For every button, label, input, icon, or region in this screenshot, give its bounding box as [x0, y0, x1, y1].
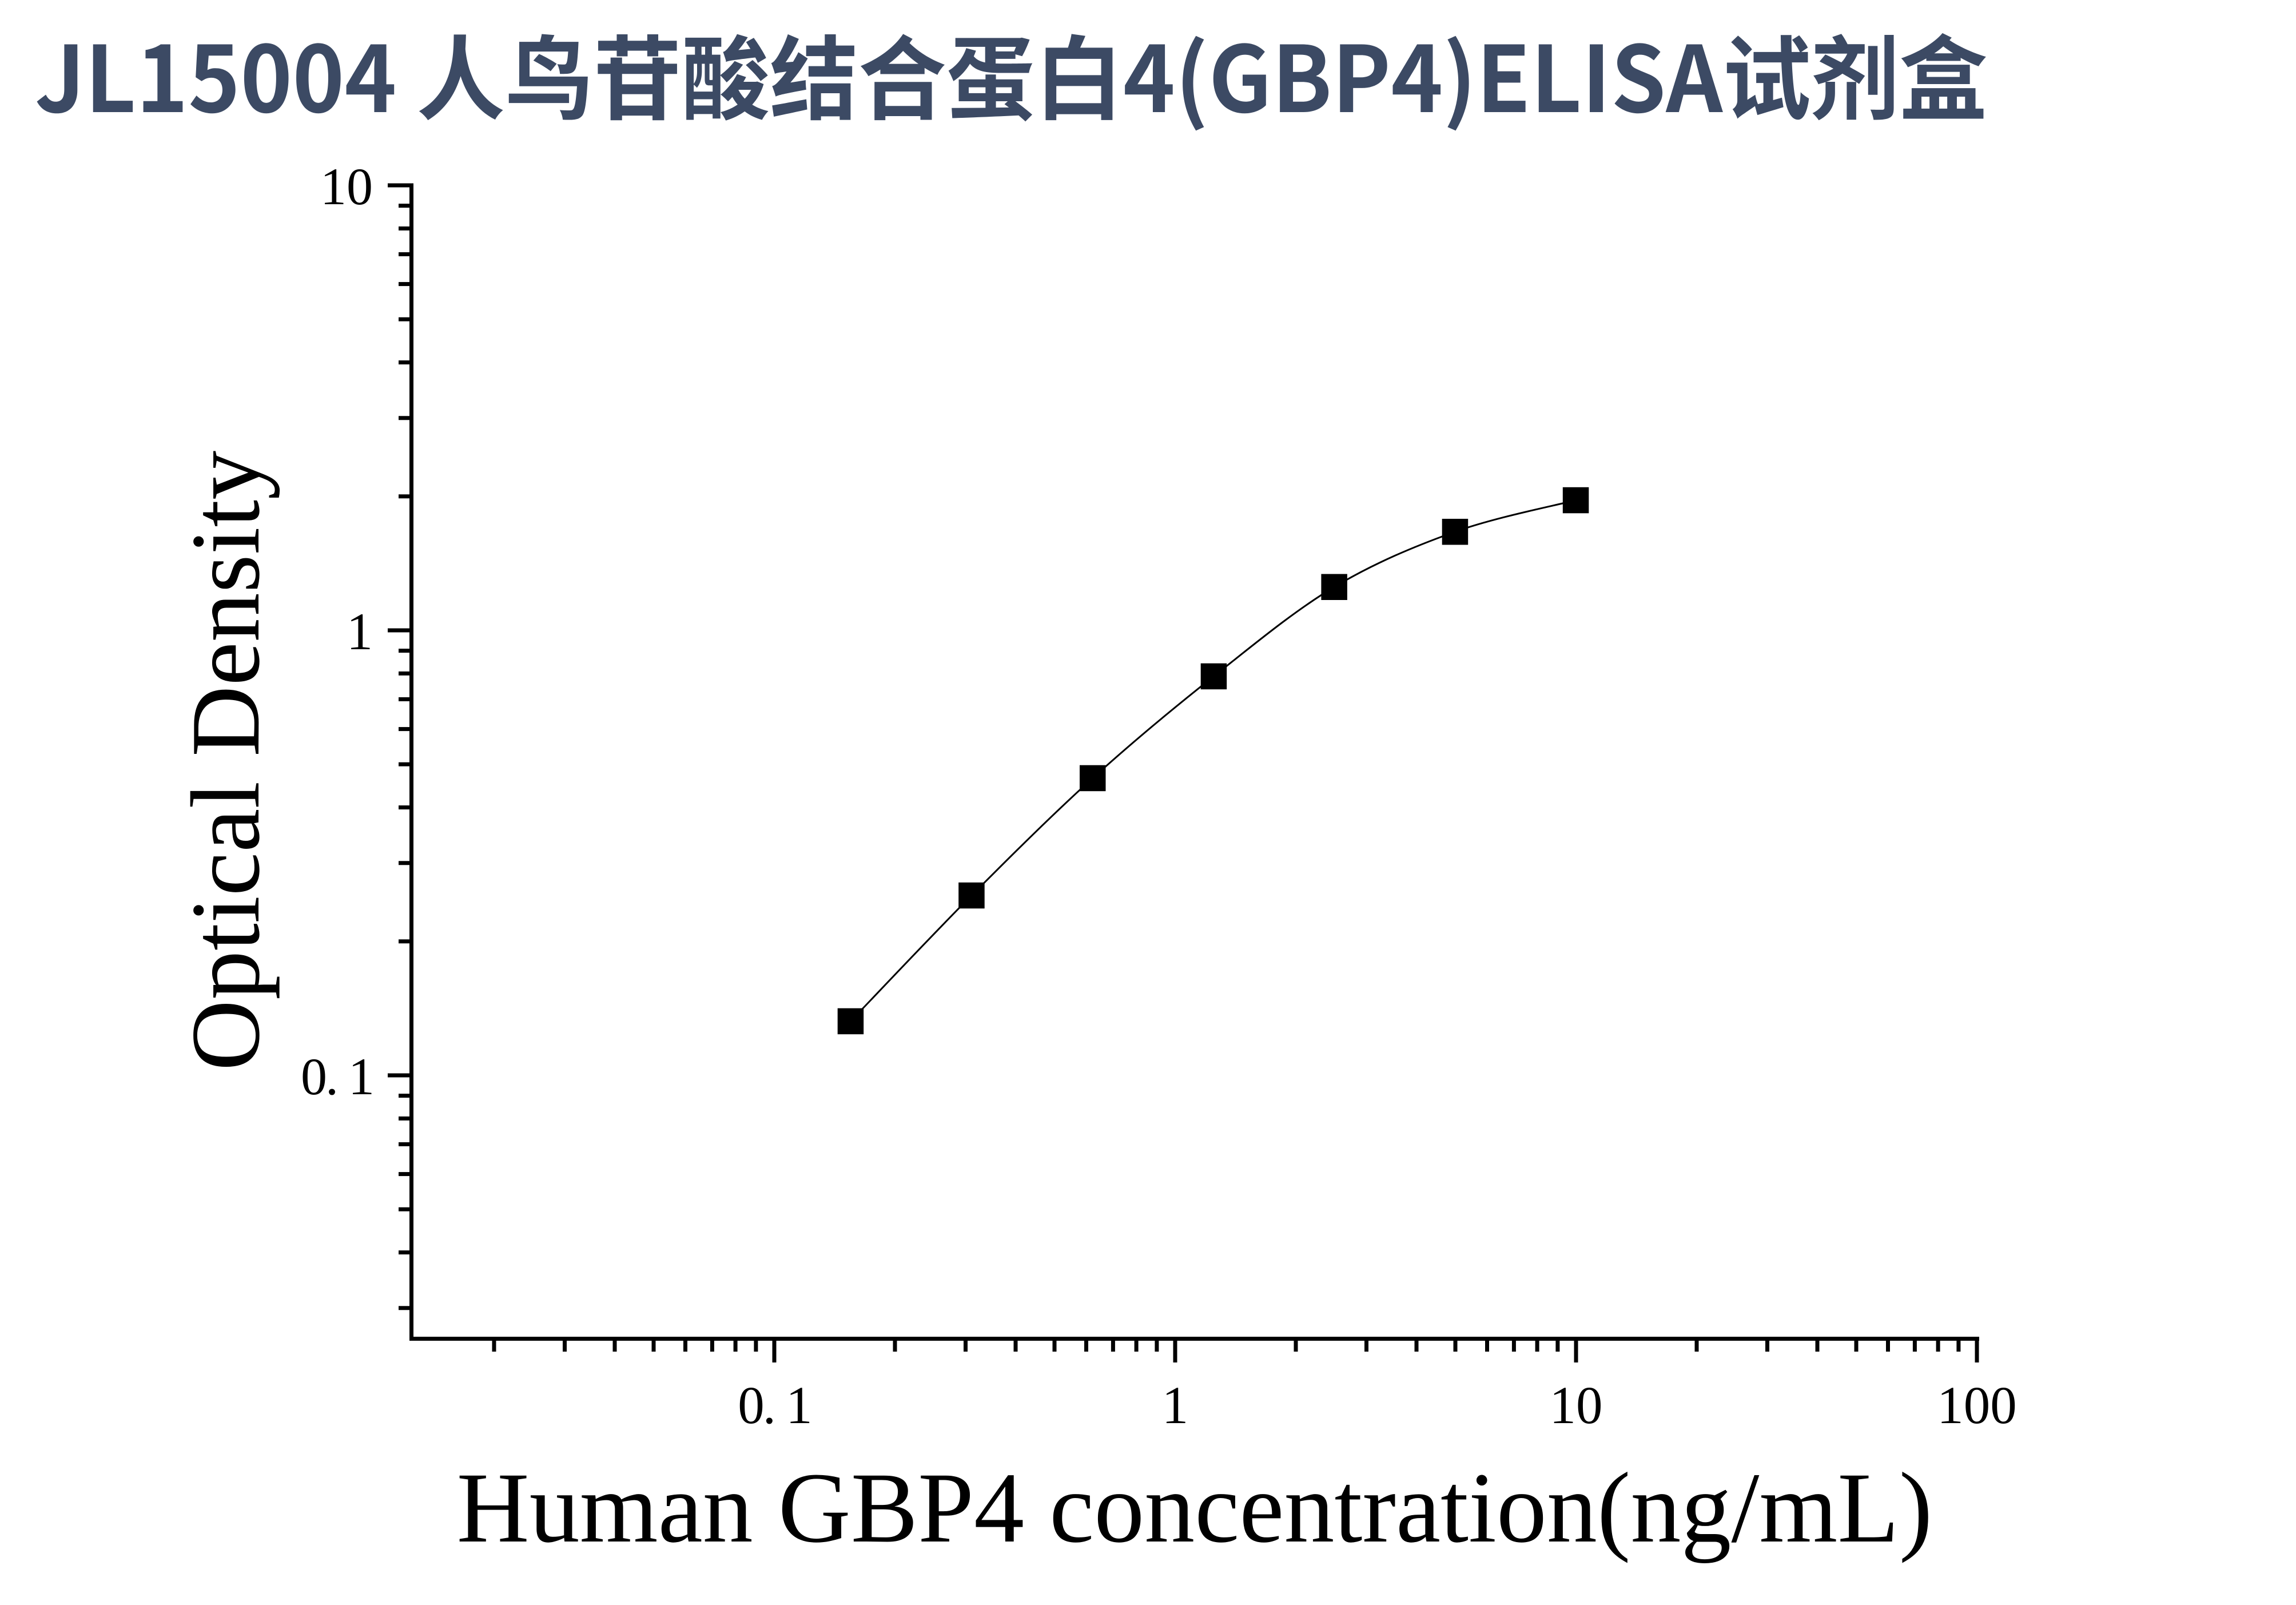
svg-text:Optical Density: Optical Density [172, 451, 280, 1071]
svg-text:10: 10 [1550, 1376, 1603, 1435]
svg-text:Human GBP4 concentration(ng/mL: Human GBP4 concentration(ng/mL) [457, 1452, 1933, 1564]
svg-text:1: 1 [1162, 1376, 1189, 1435]
svg-text:100: 100 [1937, 1376, 2017, 1435]
svg-text:0. 1: 0. 1 [301, 1047, 373, 1106]
svg-text:0. 1: 0. 1 [738, 1376, 811, 1435]
svg-text:1: 1 [347, 602, 373, 661]
svg-text:10: 10 [320, 157, 373, 216]
